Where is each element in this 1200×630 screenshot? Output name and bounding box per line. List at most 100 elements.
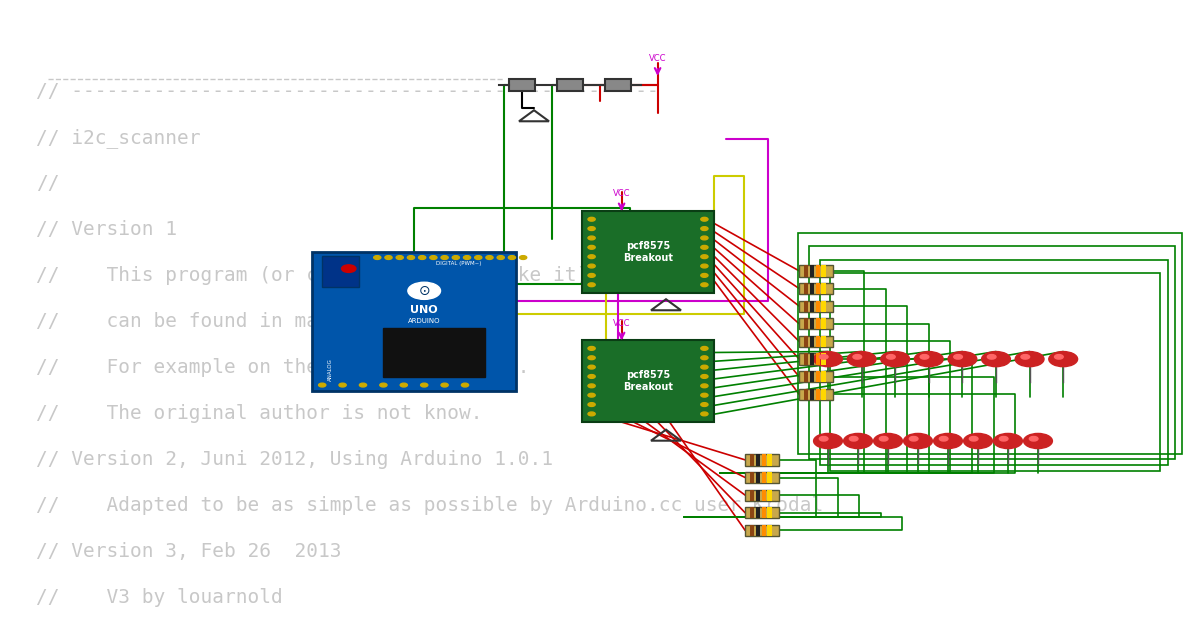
Bar	[762, 525, 766, 536]
Bar	[816, 371, 820, 382]
Bar	[804, 318, 809, 329]
Text: // --------------------------------------------------: // -------------------------------------…	[36, 82, 659, 101]
Text: VCC: VCC	[649, 54, 666, 63]
Circle shape	[970, 437, 978, 441]
Bar	[799, 389, 833, 400]
Bar	[810, 336, 814, 347]
Text: //    Adapted to be as simple as possible by Arduino.cc user Krodal: // Adapted to be as simple as possible b…	[36, 496, 823, 515]
Circle shape	[701, 246, 708, 249]
Bar	[821, 336, 826, 347]
Text: //: //	[36, 174, 60, 193]
Circle shape	[340, 383, 347, 387]
Bar	[804, 353, 809, 365]
Circle shape	[910, 437, 918, 441]
Circle shape	[463, 256, 470, 260]
Circle shape	[914, 352, 943, 367]
Circle shape	[588, 236, 595, 240]
Bar	[816, 265, 820, 277]
Circle shape	[421, 383, 428, 387]
Circle shape	[701, 217, 708, 221]
Bar	[804, 301, 809, 312]
Circle shape	[701, 273, 708, 277]
Circle shape	[701, 227, 708, 231]
Bar	[756, 454, 760, 466]
Circle shape	[1049, 352, 1078, 367]
Bar	[799, 283, 833, 294]
Bar	[816, 389, 820, 400]
Bar	[605, 79, 631, 91]
Circle shape	[360, 383, 367, 387]
Circle shape	[442, 383, 449, 387]
Bar	[821, 301, 826, 312]
Bar	[821, 389, 826, 400]
Bar	[762, 507, 766, 518]
Bar	[810, 353, 814, 365]
Circle shape	[701, 283, 708, 287]
Bar	[756, 472, 760, 483]
Circle shape	[874, 433, 902, 449]
Text: ⊙: ⊙	[419, 284, 430, 298]
Circle shape	[881, 352, 910, 367]
Bar	[767, 454, 772, 466]
Circle shape	[853, 355, 862, 359]
Circle shape	[588, 365, 595, 369]
Bar	[745, 454, 779, 466]
Circle shape	[588, 403, 595, 406]
Circle shape	[701, 365, 708, 369]
Text: //    V3 by louarnold: // V3 by louarnold	[36, 588, 283, 607]
Circle shape	[385, 256, 392, 260]
Circle shape	[988, 355, 996, 359]
Circle shape	[588, 384, 595, 387]
Bar	[323, 256, 359, 287]
Circle shape	[452, 256, 460, 260]
Circle shape	[814, 352, 842, 367]
Bar	[821, 318, 826, 329]
Bar	[799, 265, 833, 277]
Text: UNO: UNO	[410, 305, 438, 315]
Bar	[804, 371, 809, 382]
Circle shape	[940, 437, 948, 441]
Circle shape	[701, 255, 708, 258]
Circle shape	[701, 393, 708, 397]
Bar	[767, 472, 772, 483]
Bar	[804, 336, 809, 347]
Bar	[816, 318, 820, 329]
Text: VCC: VCC	[613, 319, 630, 328]
Text: //    can be found in many places.: // can be found in many places.	[36, 312, 436, 331]
Text: pcf8575
Breakout: pcf8575 Breakout	[623, 370, 673, 392]
Text: ANALOG: ANALOG	[329, 358, 334, 381]
Bar	[750, 454, 755, 466]
Bar	[810, 265, 814, 277]
Circle shape	[887, 355, 895, 359]
Bar	[810, 389, 814, 400]
Bar	[750, 507, 755, 518]
Circle shape	[407, 256, 414, 260]
Circle shape	[1015, 352, 1044, 367]
Circle shape	[588, 273, 595, 277]
Bar	[745, 507, 779, 518]
Circle shape	[934, 433, 962, 449]
Bar	[767, 525, 772, 536]
Circle shape	[588, 356, 595, 360]
Circle shape	[964, 433, 992, 449]
Circle shape	[588, 246, 595, 249]
Circle shape	[948, 352, 977, 367]
Circle shape	[701, 264, 708, 268]
Circle shape	[520, 256, 527, 260]
Text: // i2c_scanner: // i2c_scanner	[36, 128, 200, 148]
Bar	[582, 340, 714, 422]
Bar	[745, 525, 779, 536]
Circle shape	[588, 217, 595, 221]
Circle shape	[1000, 437, 1008, 441]
Text: // Version 1: // Version 1	[36, 220, 178, 239]
Circle shape	[401, 383, 408, 387]
Text: //    This program (or code that looks like it): // This program (or code that looks like…	[36, 266, 588, 285]
Bar	[820, 260, 1168, 465]
Bar	[799, 353, 833, 365]
Bar	[810, 283, 814, 294]
Bar	[816, 301, 820, 312]
Circle shape	[850, 437, 858, 441]
Bar	[821, 371, 826, 382]
Circle shape	[497, 256, 504, 260]
Text: pcf8575
Breakout: pcf8575 Breakout	[623, 241, 673, 263]
